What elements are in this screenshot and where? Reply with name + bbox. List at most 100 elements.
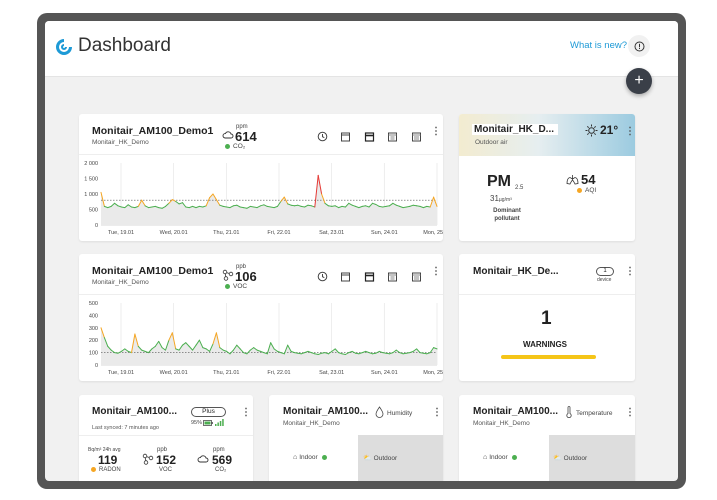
series-line-segment <box>188 205 194 209</box>
series-line-segment <box>324 352 329 355</box>
series-line-segment <box>297 352 302 355</box>
param-label: Humidity <box>387 410 413 417</box>
x-tick-label: Sat, 23.01 <box>319 370 344 376</box>
series-line-segment <box>304 204 309 208</box>
series-line-segment <box>382 205 387 208</box>
param-text: CO₂ <box>233 143 246 150</box>
outdoor-label: ⛅ Outdoor <box>363 454 397 462</box>
calendar-day-icon[interactable] <box>340 271 351 282</box>
dominant-pollutant-label: Dominant pollutant <box>493 208 521 222</box>
series-line-segment <box>348 350 353 354</box>
y-tick-label: 100 <box>89 351 98 357</box>
card-menu-button[interactable]: ⋮ <box>432 407 442 418</box>
series-line-segment <box>433 196 438 207</box>
calendar-month-icon[interactable] <box>387 271 398 282</box>
device-subtitle: Monitair_HK_Demo <box>283 420 340 427</box>
series-line-segment <box>368 202 373 208</box>
calendar-week-icon[interactable] <box>364 131 375 142</box>
series-line-segment <box>409 204 414 207</box>
series-line-segment <box>151 345 156 350</box>
series-line-segment <box>260 350 265 354</box>
x-tick-label: Sun, 24.01 <box>371 370 398 376</box>
temperature-card: Monitair_AM100... Monitair_HK_Demo Tempe… <box>459 395 635 481</box>
humidity-card: Monitair_AM100... Monitair_HK_Demo Humid… <box>269 395 443 481</box>
card-menu-button[interactable]: ⋮ <box>625 266 635 277</box>
series-line-segment <box>273 348 278 352</box>
series-line-segment <box>243 207 248 209</box>
series-line-segment <box>338 352 343 355</box>
series-line-segment <box>256 205 261 209</box>
device-subtitle: Monitair_HK_Demo <box>92 279 149 286</box>
voc-label: VOC <box>159 467 173 473</box>
series-line-segment <box>416 348 421 354</box>
series-area <box>101 327 437 365</box>
status-dot <box>225 283 230 289</box>
x-tick-label: Thu, 21.01 <box>213 370 239 376</box>
series-line-segment <box>385 205 390 207</box>
warnings-card: Monitair_HK_De... 1 device ⋮ 1 WARNINGS <box>459 254 635 381</box>
series-line-segment <box>107 345 112 351</box>
series-line-segment <box>344 202 350 208</box>
series-line-segment <box>243 352 248 355</box>
series-line-segment <box>365 350 370 354</box>
card-menu-button[interactable]: ⋮ <box>431 266 441 277</box>
series-line-segment <box>134 333 139 347</box>
series-line-segment <box>280 352 285 355</box>
card-menu-button[interactable]: ⋮ <box>625 126 635 137</box>
series-line-segment <box>198 339 204 349</box>
series-line-segment <box>212 193 217 201</box>
series-line-segment <box>249 205 255 208</box>
outdoor-header-banner <box>459 114 635 156</box>
add-widget-button[interactable]: + <box>626 68 652 94</box>
series-line-segment <box>219 347 224 351</box>
series-line-segment <box>263 204 268 207</box>
calendar-week-icon[interactable] <box>364 271 375 282</box>
series-line-segment <box>270 206 275 209</box>
series-line-segment <box>175 200 180 205</box>
series-line-segment <box>277 350 282 354</box>
series-line-segment <box>406 205 411 208</box>
outdoor-label: ⛅ Outdoor <box>553 454 587 462</box>
card-menu-button[interactable]: ⋮ <box>625 407 635 418</box>
card-menu-button[interactable]: ⋮ <box>431 126 441 137</box>
series-line-segment <box>165 339 170 351</box>
clock-icon[interactable] <box>317 131 328 142</box>
indoor-status-dot <box>322 454 328 460</box>
top-bar: Dashboard What is new? <box>45 21 678 77</box>
series-line-segment <box>134 205 139 209</box>
x-tick-label: Wed, 20.01 <box>160 230 188 236</box>
series-line-segment <box>378 205 384 208</box>
series-line-segment <box>232 204 238 207</box>
series-line-segment <box>165 202 170 207</box>
device-label: device <box>597 277 612 283</box>
y-tick-label: 500 <box>89 208 98 214</box>
series-line-segment <box>185 206 190 209</box>
series-line-segment <box>161 347 166 351</box>
x-tick-label: Mon, 25.01 <box>423 370 443 376</box>
card-menu-button[interactable]: ⋮ <box>241 407 251 418</box>
series-line-segment <box>287 344 292 352</box>
series-line-segment <box>178 344 183 351</box>
series-line-segment <box>266 342 272 355</box>
y-tick-label: 1 500 <box>84 177 98 183</box>
calendar-day-icon[interactable] <box>340 131 351 142</box>
x-tick-label: Tue, 19.01 <box>108 370 134 376</box>
outdoor-icon: ⛅ <box>363 455 374 462</box>
calendar-year-icon[interactable] <box>411 271 422 282</box>
series-line-segment <box>331 348 336 352</box>
series-line-segment <box>124 204 129 209</box>
whats-new-link[interactable]: What is new? <box>570 40 628 51</box>
co2-value: 569 <box>212 453 233 467</box>
series-line-segment <box>361 205 367 207</box>
series-line-segment <box>372 352 377 355</box>
series-line-segment <box>202 205 207 208</box>
clock-icon[interactable] <box>317 271 328 282</box>
aqi-text: AQI <box>585 187 597 194</box>
series-line-segment <box>368 352 373 355</box>
calendar-year-icon[interactable] <box>411 131 422 142</box>
series-line-segment <box>304 350 309 354</box>
pm-number: 31 <box>490 194 499 203</box>
info-button[interactable] <box>628 35 650 57</box>
calendar-month-icon[interactable] <box>387 131 398 142</box>
voc-chart-card: Monitair_AM100_Demo1 Monitair_HK_Demo pp… <box>79 254 443 381</box>
